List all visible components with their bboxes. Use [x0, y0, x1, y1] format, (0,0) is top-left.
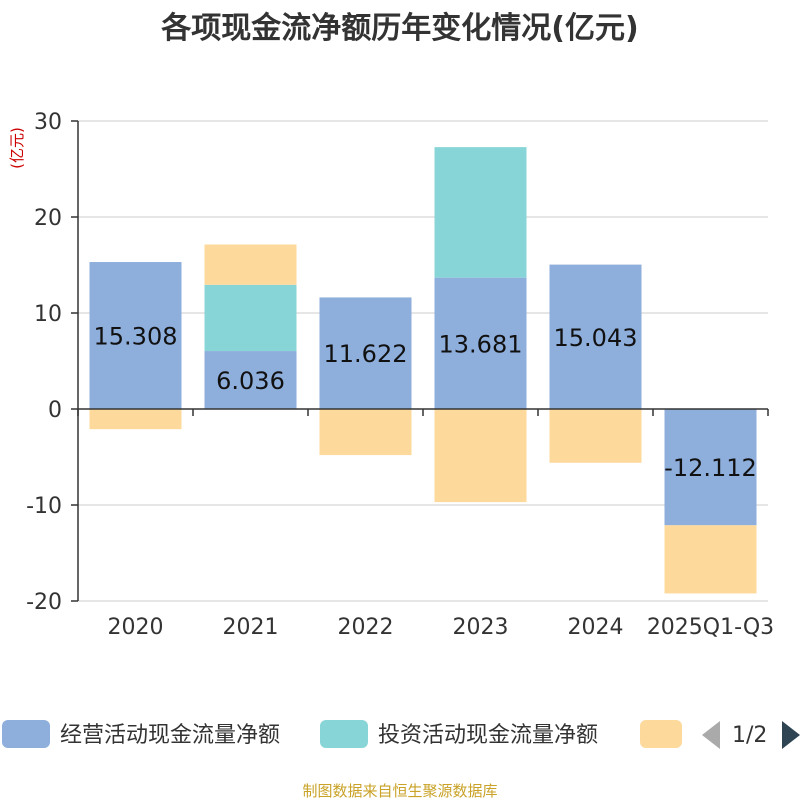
legend-swatch-operating[interactable]: [2, 720, 50, 748]
x-tick-label: 2025Q1-Q3: [647, 615, 774, 640]
y-tick-label: -20: [26, 590, 62, 615]
x-tick-label: 2023: [453, 615, 509, 640]
bar-series2-2021[interactable]: [204, 244, 297, 285]
bar-series1-2021[interactable]: [204, 284, 297, 352]
data-label-2020: 15.308: [94, 323, 178, 351]
legend-swatch-financing[interactable]: [640, 720, 682, 748]
legend-page-indicator: 1/2: [732, 723, 767, 748]
bar-series0-2021[interactable]: [204, 351, 297, 409]
bar-series0-2022[interactable]: [319, 297, 412, 409]
legend-prev-page-icon[interactable]: [702, 721, 720, 749]
chart-title: 各项现金流净额历年变化情况(亿元): [160, 11, 638, 46]
bar-series2-2022[interactable]: [319, 409, 412, 456]
tick-labels: 30 20 10 0 -10 -20 2020 2021 2022 2023 2024 2025Q1-…: [26, 110, 774, 640]
legend-next-page-icon[interactable]: [782, 721, 800, 749]
y-tick-label: -10: [26, 494, 62, 519]
data-label-2023: 13.681: [439, 330, 523, 358]
legend: 经营活动现金流量净额 投资活动现金流量净额 1/2: [2, 720, 800, 749]
y-axis-unit: (亿元): [8, 127, 26, 169]
bar-series0-2023[interactable]: [434, 277, 527, 409]
x-tick-label: 2024: [568, 615, 624, 640]
bar-series2-2025Q1-Q3[interactable]: [664, 525, 757, 594]
y-tick-label: 20: [34, 206, 62, 231]
bar-series2-2024[interactable]: [549, 409, 642, 463]
bar-series1-2023[interactable]: [434, 147, 527, 278]
y-tick-label: 30: [34, 110, 62, 135]
gridlines: [78, 120, 768, 602]
data-label-2022: 11.622: [324, 340, 408, 368]
legend-swatch-investing[interactable]: [320, 720, 368, 748]
x-tick-label: 2020: [108, 615, 164, 640]
data-labels: 15.308 6.036 11.622 13.681 15.043 -12.112: [94, 323, 757, 483]
legend-label-operating[interactable]: 经营活动现金流量净额: [60, 723, 280, 748]
footer-source: 制图数据来自恒生聚源数据库: [302, 782, 497, 800]
bars-group: [89, 147, 757, 594]
y-tick-label: 10: [34, 302, 62, 327]
bar-series2-2020[interactable]: [89, 409, 182, 430]
data-label-2021: 6.036: [216, 367, 285, 395]
x-tick-label: 2021: [223, 615, 279, 640]
legend-label-investing[interactable]: 投资活动现金流量净额: [378, 723, 598, 748]
y-tick-label: 0: [48, 398, 62, 423]
data-label-2024: 15.043: [554, 324, 638, 352]
axes-group: [71, 120, 769, 602]
bar-series0-2025Q1-Q3[interactable]: [664, 409, 757, 526]
bar-series0-2024[interactable]: [549, 264, 642, 409]
bar-series2-2023[interactable]: [434, 409, 527, 503]
bar-series0-2020[interactable]: [89, 262, 182, 409]
x-tick-label: 2022: [338, 615, 394, 640]
data-label-2025Q1-Q3: -12.112: [664, 454, 757, 482]
